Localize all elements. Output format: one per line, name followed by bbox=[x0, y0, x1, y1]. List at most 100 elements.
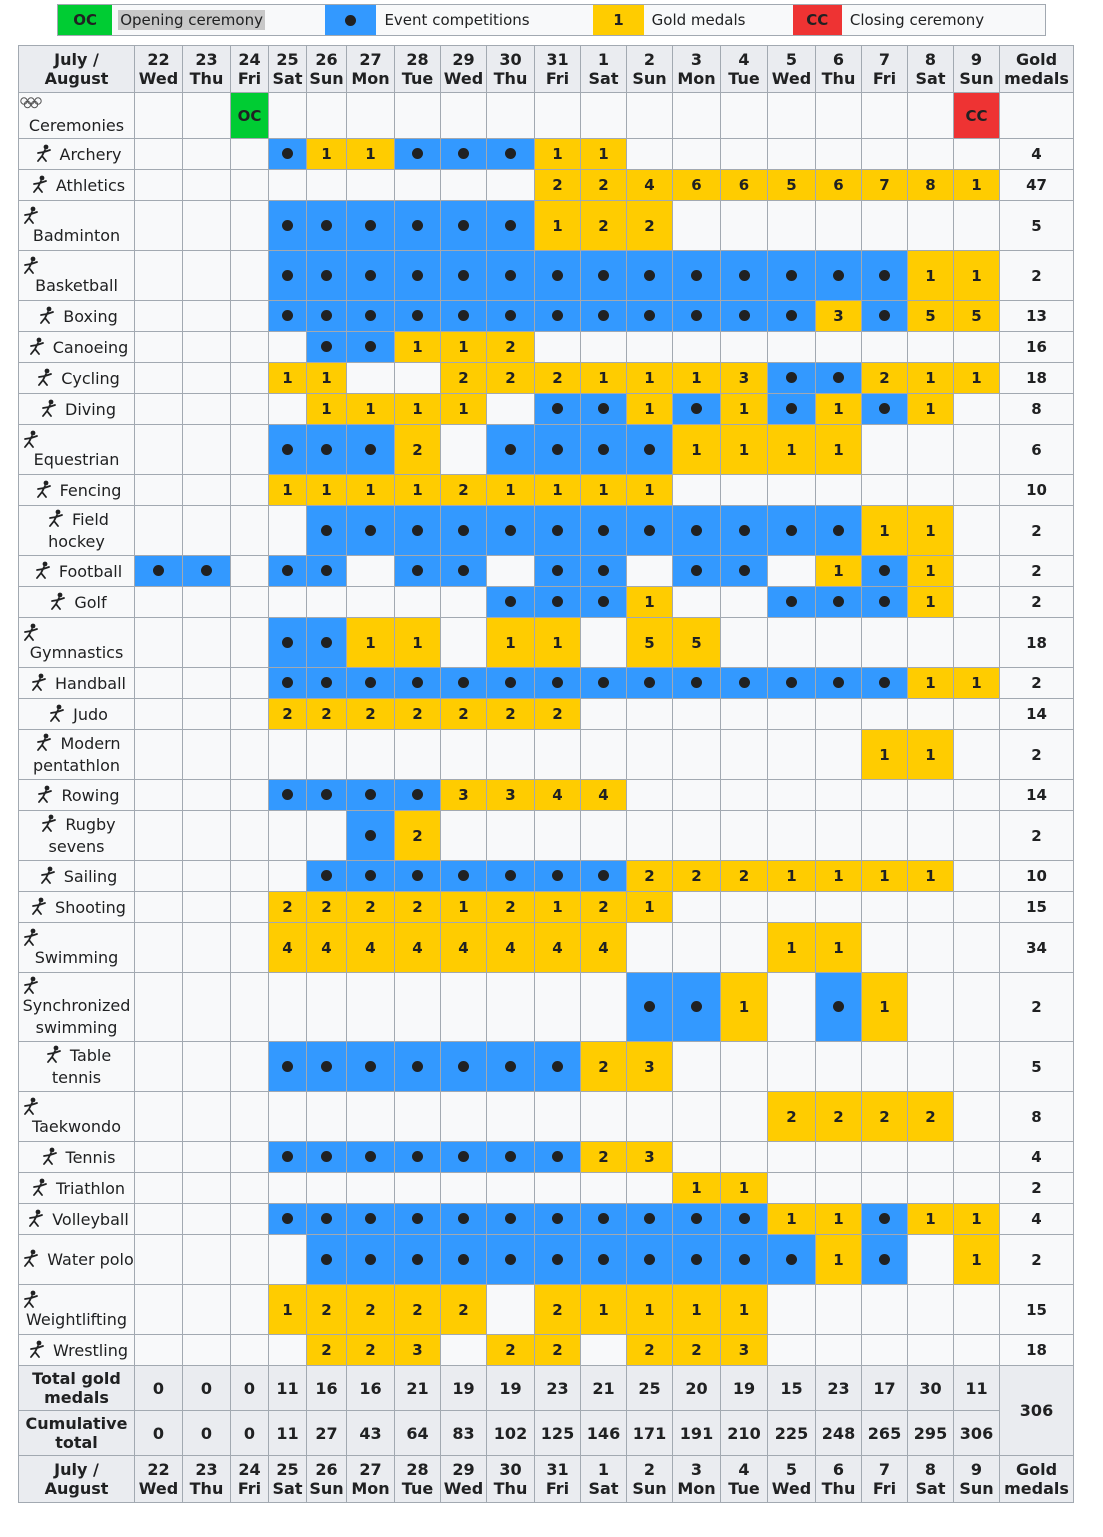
event-cell bbox=[580, 1234, 627, 1285]
schedule-cell bbox=[182, 1234, 231, 1285]
schedule-cell bbox=[815, 729, 862, 780]
sport-gold-total: 14 bbox=[999, 698, 1074, 730]
schedule-cell bbox=[953, 505, 1000, 556]
cumulative-label: Cumulative total bbox=[18, 1410, 135, 1456]
sport-row: Modern pentathlon 1 1 2 bbox=[18, 729, 1074, 780]
schedule-cell bbox=[134, 922, 183, 973]
gold-medal-cell: 2 bbox=[394, 891, 441, 923]
sport-row: Triathlon 1 1 2 bbox=[18, 1172, 1074, 1204]
schedule-cell bbox=[394, 1091, 441, 1142]
schedule-cell bbox=[861, 138, 908, 170]
gold-medal-cell: 1 bbox=[534, 200, 581, 251]
schedule-cell bbox=[230, 729, 269, 780]
sport-name: Table tennis bbox=[51, 1046, 112, 1087]
event-cell bbox=[580, 250, 627, 301]
schedule-cell bbox=[534, 92, 581, 139]
event-dot-icon bbox=[412, 148, 423, 159]
event-cell bbox=[580, 860, 627, 892]
sport-name-cell: Tennis bbox=[18, 1141, 135, 1173]
event-cell bbox=[306, 617, 347, 668]
event-dot-icon bbox=[879, 565, 890, 576]
event-dot-icon bbox=[282, 148, 293, 159]
schedule-cell bbox=[394, 1172, 441, 1204]
header-day: 8 Sat bbox=[907, 1455, 954, 1503]
schedule-cell bbox=[767, 1141, 816, 1173]
event-cell bbox=[306, 860, 347, 892]
schedule-cell bbox=[907, 810, 954, 861]
event-dot-icon bbox=[282, 443, 293, 455]
sport-name: Field hockey bbox=[48, 510, 109, 551]
gold-medal-cell: 2 bbox=[306, 891, 347, 923]
schedule-cell bbox=[672, 474, 721, 506]
field-hockey-icon bbox=[44, 508, 68, 528]
event-cell bbox=[268, 138, 307, 170]
schedule-cell bbox=[580, 331, 627, 363]
schedule-cell bbox=[182, 92, 231, 139]
gold-medal-cell: 4 bbox=[346, 922, 395, 973]
event-dot-icon bbox=[458, 148, 469, 159]
sport-row: Shooting 2 2 2 2 1 2 1 2 1 15 bbox=[18, 891, 1074, 923]
gold-medal-cell: 2 bbox=[626, 1334, 673, 1366]
event-dot-icon bbox=[282, 789, 293, 800]
event-cell bbox=[268, 1203, 307, 1235]
event-dot-icon bbox=[505, 596, 516, 607]
event-dot-icon bbox=[598, 596, 609, 607]
event-cell bbox=[534, 860, 581, 892]
sport-row: Taekwondo 2 2 2 2 8 bbox=[18, 1091, 1074, 1142]
event-dot-icon bbox=[786, 677, 797, 688]
sport-name: Football bbox=[58, 561, 123, 581]
rugby-icon bbox=[37, 813, 61, 833]
schedule-cell bbox=[182, 362, 231, 394]
sport-gold-total: 4 bbox=[999, 1141, 1074, 1173]
event-dot-icon bbox=[345, 14, 357, 26]
schedule-cell bbox=[346, 555, 395, 587]
schedule-cell bbox=[134, 169, 183, 201]
gold-medal-cell: 2 bbox=[440, 1284, 487, 1335]
schedule-cell bbox=[767, 1041, 816, 1092]
sport-name: Rowing bbox=[61, 785, 120, 805]
schedule-cell bbox=[230, 922, 269, 973]
schedule-cell bbox=[907, 474, 954, 506]
schedule-cell bbox=[134, 1334, 183, 1366]
gold-medal-cell: 4 bbox=[440, 922, 487, 973]
sport-row: Rowing 3 3 4 4 14 bbox=[18, 779, 1074, 811]
schedule-cell bbox=[953, 891, 1000, 923]
sport-name-cell: Field hockey bbox=[18, 505, 135, 556]
gold-medal-cell: 1 bbox=[534, 474, 581, 506]
sport-name: Wrestling bbox=[53, 1340, 128, 1360]
event-dot-icon bbox=[598, 310, 609, 321]
schedule-cell bbox=[767, 779, 816, 811]
sport-name-cell: Football bbox=[18, 555, 135, 587]
gold-medal-cell: 1 bbox=[767, 424, 816, 475]
schedule-cell bbox=[672, 698, 721, 730]
gold-medal-cell: 2 bbox=[626, 860, 673, 892]
schedule-cell bbox=[767, 1334, 816, 1366]
gold-medal-cell: 1 bbox=[720, 1284, 768, 1335]
sport-gold-total: 5 bbox=[999, 1041, 1074, 1092]
sport-name-cell: Swimming bbox=[18, 922, 135, 973]
header-day: 9 Sun bbox=[953, 1455, 1000, 1503]
gold-medal-cell: 1 bbox=[580, 362, 627, 394]
sport-row: Archery 1 1 1 1 4 bbox=[18, 138, 1074, 170]
gold-medal-cell: 1 bbox=[394, 393, 441, 425]
schedule-cell bbox=[672, 200, 721, 251]
event-dot-icon bbox=[786, 310, 797, 321]
shooting-icon bbox=[27, 896, 51, 916]
schedule-cell bbox=[861, 891, 908, 923]
gold-medal-cell: 1 bbox=[767, 1203, 816, 1235]
schedule-cell bbox=[815, 810, 862, 861]
schedule-cell bbox=[182, 860, 231, 892]
event-dot-icon bbox=[458, 565, 469, 576]
sport-gold-total: 4 bbox=[999, 138, 1074, 170]
event-dot-icon bbox=[786, 524, 797, 536]
gold-medal-cell: 1 bbox=[672, 424, 721, 475]
header-day: 22 Wed bbox=[134, 45, 183, 93]
event-dot-icon bbox=[365, 269, 376, 281]
event-dot-icon bbox=[321, 219, 332, 231]
header-day: 2 Sun bbox=[626, 1455, 673, 1503]
schedule-cell bbox=[230, 1203, 269, 1235]
sport-name: Athletics bbox=[55, 175, 126, 195]
schedule-cell bbox=[907, 779, 954, 811]
taekwondo-icon bbox=[19, 1096, 43, 1116]
event-cell bbox=[580, 667, 627, 699]
